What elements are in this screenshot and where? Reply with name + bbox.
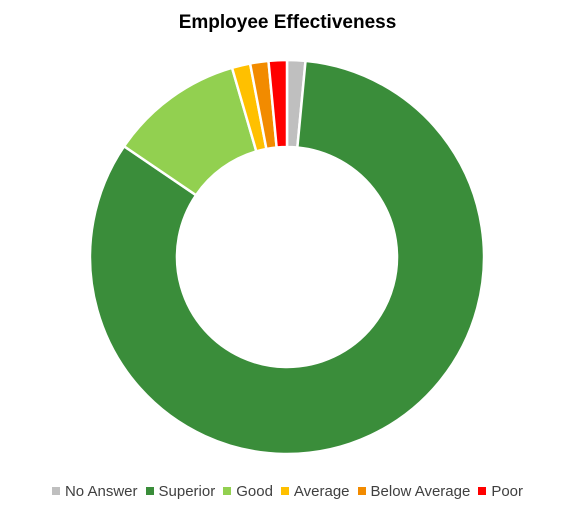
legend-label: Poor [491, 482, 524, 500]
legend-item-average: Average [280, 482, 350, 500]
legend-item-below-average: Below Average [357, 482, 471, 500]
legend-swatch [357, 487, 366, 495]
legend-item-poor: Poor [478, 483, 523, 500]
legend-label: Superior [158, 482, 216, 500]
legend-label: Below Average [370, 482, 471, 500]
legend-label: Good [236, 482, 273, 500]
slice-superior [88, 59, 486, 456]
slice-poor [267, 58, 289, 149]
legend-swatch [51, 487, 60, 495]
legend-swatch [223, 487, 232, 495]
legend-swatch [145, 487, 154, 495]
legend-item-good: Good [223, 483, 273, 500]
legend-item-superior: Superior [145, 482, 216, 500]
chart-legend: No Answer Superior Good Average Below Averag… [0, 481, 575, 501]
legend-label: No Answer [64, 482, 138, 500]
legend-swatch [478, 487, 487, 495]
legend-item-no-answer: No Answer [51, 482, 138, 500]
legend-swatch [280, 487, 289, 495]
legend-label: Average [293, 482, 350, 500]
chart-title: Employee Effectiveness [178, 12, 397, 33]
